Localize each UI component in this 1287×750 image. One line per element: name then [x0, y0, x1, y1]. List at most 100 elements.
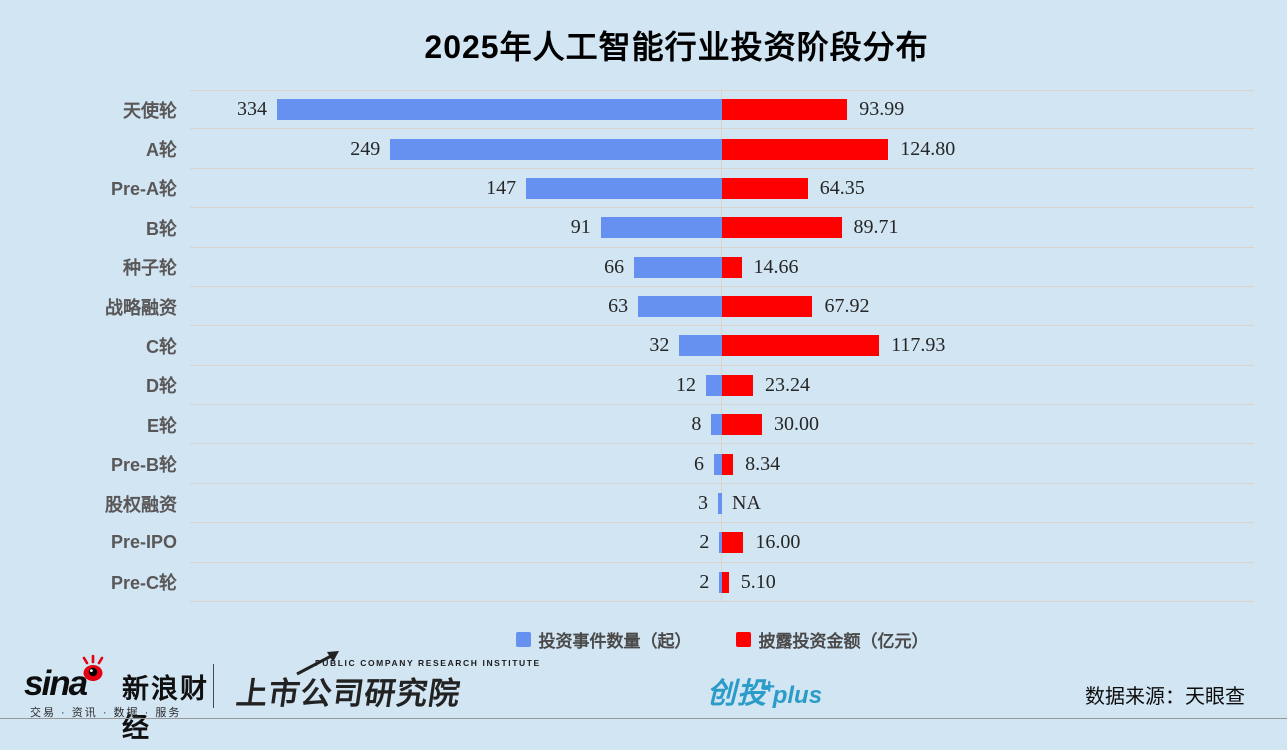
chart-row: Pre-IPO 2 16.00: [0, 523, 1287, 563]
chart-row: B轮 91 89.71: [0, 208, 1287, 248]
category-label: 股权融资: [105, 494, 177, 515]
category-label: D轮: [146, 376, 177, 397]
events-value-label: 147: [486, 176, 517, 199]
row-gridline: [190, 325, 1254, 327]
amount-value-label: 30.00: [773, 413, 819, 436]
sina-finance-logo: sina 新浪财经 交易 · 资讯 · 数据 · 服务: [22, 654, 217, 743]
row-gridline: [190, 246, 1254, 248]
chart-row: D轮 12 23.24: [0, 366, 1287, 406]
chart-row: E轮 8 30.00: [0, 405, 1287, 445]
amount-value-label: 89.71: [853, 216, 899, 239]
events-value-label: 2: [699, 570, 710, 593]
events-value-label: 3: [698, 492, 709, 515]
row-gridline: [190, 167, 1254, 169]
product-name-cn: 创投: [707, 678, 768, 710]
events-value-label: 249: [350, 137, 381, 160]
row-gridline: [190, 364, 1254, 366]
events-bar: [714, 453, 722, 475]
data-source-text: 数据来源：天眼查: [1085, 686, 1245, 708]
chart-row: 战略融资 63 67.92: [0, 287, 1287, 327]
amount-value-label: 64.35: [819, 176, 865, 199]
amount-value-label: 67.92: [824, 295, 870, 318]
amount-bar: [722, 177, 808, 199]
amount-value-label: 93.99: [859, 98, 905, 121]
events-legend-swatch: [515, 631, 531, 647]
chart-title: 2025年人工智能行业投资阶段分布: [424, 29, 929, 65]
row-gridline: [190, 482, 1254, 484]
events-value-label: 6: [694, 452, 705, 475]
row-gridline: [190, 522, 1254, 524]
row-gridline: [190, 600, 1254, 602]
category-label: Pre-IPO: [110, 532, 177, 553]
sina-eye-icon: [82, 654, 104, 681]
product-name-suffix: plus: [772, 682, 823, 709]
amount-value-label: 124.80: [900, 137, 956, 160]
amount-legend-swatch: [735, 631, 751, 647]
chart-row: A轮 249 124.80: [0, 129, 1287, 169]
events-value-label: 334: [237, 98, 267, 121]
events-bar: [634, 256, 722, 278]
row-gridline: [190, 404, 1254, 406]
rising-arrow-icon: [296, 651, 339, 676]
events-bar: [711, 414, 722, 436]
amount-value-label: 8.34: [745, 452, 781, 475]
events-value-label: 91: [570, 216, 591, 239]
amount-value-label: 14.66: [753, 255, 799, 278]
category-label: Pre-C轮: [110, 573, 177, 594]
category-label: 天使轮: [123, 100, 177, 121]
institute-name-en: PUBLIC COMPANY RESEARCH INSTITUTE: [315, 658, 541, 668]
chart-row: 股权融资 3 NA: [0, 484, 1287, 524]
events-value-label: 2: [699, 531, 710, 554]
amount-value-label: NA: [732, 492, 761, 515]
events-value-label: 63: [608, 295, 629, 318]
amount-value-label: 16.00: [755, 531, 801, 554]
amount-bar: [722, 374, 753, 396]
row-gridline: [190, 443, 1254, 445]
legend: 投资事件数量（起） 披露投资金额（亿元）: [190, 626, 1254, 652]
events-bar: [679, 335, 722, 357]
category-label: B轮: [146, 218, 177, 239]
legend-item-events: 投资事件数量（起）: [515, 627, 692, 652]
events-bar: [390, 138, 722, 160]
events-bar: [719, 532, 722, 554]
plot-area: 天使轮 334 93.99 A轮 249 124.80 Pre-A轮 147 64.35 B轮 91…: [0, 90, 1287, 602]
events-value-label: 32: [649, 334, 670, 357]
category-label: Pre-A轮: [110, 179, 177, 200]
amount-bar: [722, 99, 848, 121]
amount-legend-label: 披露投资金额（亿元）: [758, 631, 929, 651]
footer: sina 新浪财经 交易 · 资讯 · 数据 · 服务 PUBLIC COMPA…: [0, 651, 1287, 750]
category-label: C轮: [146, 336, 177, 357]
amount-value-label: 117.93: [891, 334, 946, 357]
category-label: Pre-B轮: [110, 455, 177, 476]
chart-row: Pre-C轮 2 5.10: [0, 563, 1287, 602]
footer-rule: [0, 718, 1287, 719]
footer-divider: [213, 664, 214, 708]
sina-wordmark: sina: [24, 664, 88, 703]
row-gridline: [190, 207, 1254, 209]
sina-tagline: 交易 · 资讯 · 数据 · 服务: [30, 707, 182, 719]
legend-item-amount: 披露投资金额（亿元）: [735, 627, 929, 652]
events-bar: [638, 296, 722, 318]
institute-logo: PUBLIC COMPANY RESEARCH INSTITUTE 上市公司研究…: [234, 651, 822, 716]
amount-bar: [722, 217, 842, 239]
chart-row: Pre-B轮 6 8.34: [0, 444, 1287, 484]
events-value-label: 8: [691, 413, 702, 436]
row-gridline: [190, 561, 1254, 563]
product-plus-sign: +: [763, 676, 775, 698]
row-gridline: [190, 285, 1254, 287]
amount-value-label: 23.24: [764, 373, 810, 396]
amount-bar: [722, 532, 744, 554]
events-bar: [706, 374, 722, 396]
amount-bar: [722, 256, 742, 278]
amount-bar: [722, 571, 729, 593]
events-value-label: 66: [604, 255, 625, 278]
row-gridline: [190, 128, 1254, 130]
amount-value-label: 5.10: [740, 570, 776, 593]
amount-bar: [722, 296, 813, 318]
events-bar: [526, 177, 722, 199]
events-bar: [277, 99, 722, 121]
chart-row: Pre-A轮 147 64.35: [0, 169, 1287, 209]
amount-bar: [722, 138, 889, 160]
amount-bar: [722, 414, 762, 436]
